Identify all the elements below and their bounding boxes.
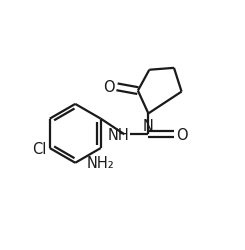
- Text: O: O: [176, 127, 188, 142]
- Text: Cl: Cl: [33, 141, 47, 156]
- Text: O: O: [103, 80, 115, 95]
- Text: NH₂: NH₂: [87, 155, 115, 170]
- Text: N: N: [143, 118, 154, 133]
- Text: NH: NH: [108, 127, 130, 142]
